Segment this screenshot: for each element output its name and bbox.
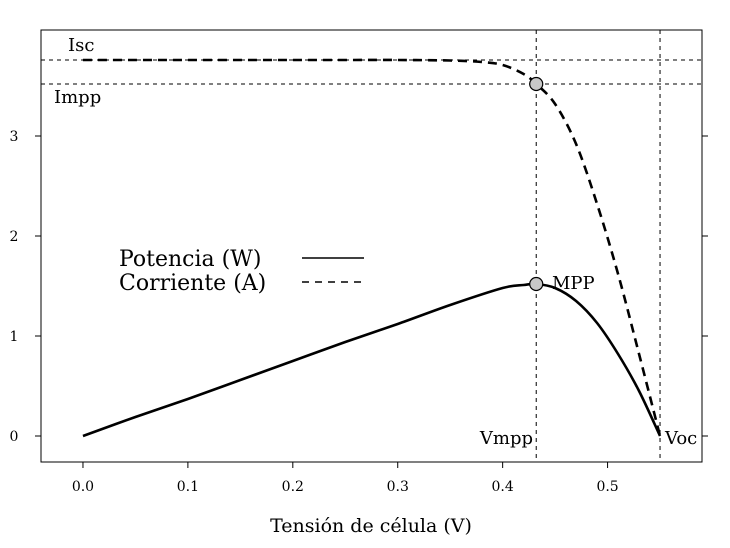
x-tick-label: 0.3 [387,479,409,495]
mpp-markers [529,76,544,292]
y-tick-label: 0 [10,429,19,445]
axis-ticks: 0.0 0.1 0.2 0.3 0.4 0.5 0 1 2 3 [10,129,708,495]
x-tick-label: 0.2 [282,479,304,495]
x-tick-label: 0.4 [492,479,514,495]
y-tick-label: 2 [10,229,19,245]
annotation-impp: Impp [54,87,101,108]
mpp-point-current [529,76,544,92]
annotation-voc: Voc [664,428,697,449]
x-tick-label: 0.0 [72,479,94,495]
x-tick-label: 0.5 [596,479,618,495]
legend-label-corriente: Corriente (A) [119,271,266,296]
x-axis-label: Tensión de célula (V) [270,515,472,537]
series-line-potencia [82,282,662,438]
legend: Potencia (W) Corriente (A) [119,247,364,296]
series-lines [82,58,662,438]
annotation-isc: Isc [68,35,94,56]
x-tick-label: 0.1 [177,479,199,495]
y-tick-label: 3 [10,129,19,145]
annotation-vmpp: Vmpp [479,428,533,449]
annotation-mpp: MPP [552,273,595,294]
plot-frame [40,29,703,463]
y-tick-label: 1 [10,329,19,345]
legend-label-potencia: Potencia (W) [119,247,261,272]
reference-lines [41,30,702,462]
mpp-point-power [529,276,544,292]
series-line-corriente [82,58,662,437]
